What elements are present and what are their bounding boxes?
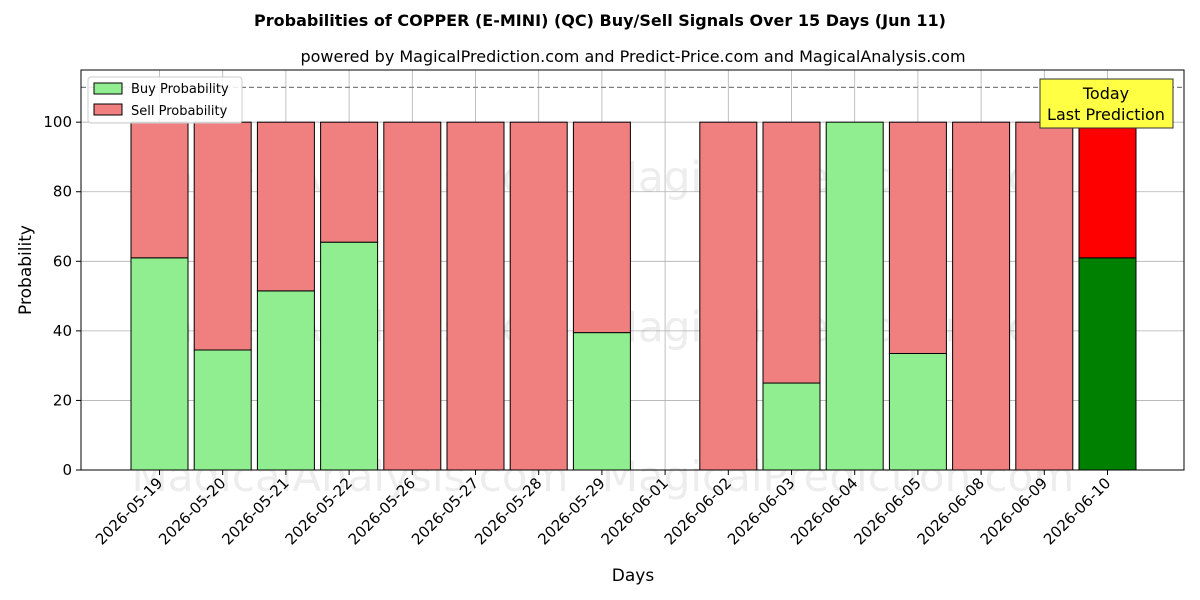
bar-sell — [446, 121, 505, 471]
legend: Buy Probability Sell Probability — [87, 76, 243, 124]
chart-subtitle: powered by MagicalPrediction.com and Pre… — [300, 47, 965, 66]
annotation-box — [1039, 78, 1174, 129]
x-tick-label: 2026-05-19 — [92, 474, 166, 548]
y-tick-label: 0 — [62, 461, 72, 479]
bar-sell — [762, 121, 821, 384]
bar-buy — [130, 257, 189, 471]
y-tick-label: 20 — [53, 391, 72, 409]
bar-buy — [320, 241, 379, 471]
bar-buy — [762, 382, 821, 471]
y-tick-label: 40 — [53, 322, 72, 340]
annotation-line-2: Last Prediction — [1047, 105, 1165, 124]
bar-sell — [509, 121, 568, 471]
bar-buy — [888, 352, 947, 471]
bar-sell — [1078, 121, 1137, 259]
legend-swatch-sell — [93, 103, 123, 116]
y-tick-label: 80 — [53, 183, 72, 201]
legend-swatch-buy — [93, 82, 123, 95]
bars — [130, 121, 1137, 471]
chart-title: Probabilities of COPPER (E-MINI) (QC) Bu… — [254, 11, 946, 30]
plot-frame — [80, 69, 1185, 471]
y-tick-label: 60 — [53, 252, 72, 270]
bar-sell — [699, 121, 758, 471]
bar-sell — [1015, 121, 1074, 471]
bar-sell — [383, 121, 442, 471]
bar-buy — [256, 290, 315, 471]
legend-box — [87, 76, 243, 124]
bar-sell — [888, 121, 947, 354]
bar-buy — [825, 121, 884, 471]
y-tick-label: 100 — [43, 113, 72, 131]
bar-buy — [193, 349, 252, 471]
bar-sell — [952, 121, 1011, 471]
x-axis-label: Days — [612, 566, 655, 586]
annotation-line-1: Today — [1082, 84, 1129, 103]
bar-sell — [193, 121, 252, 351]
bar-sell — [320, 121, 379, 243]
y-axis-label: Probability — [16, 225, 36, 315]
bar-buy — [572, 332, 631, 471]
legend-label-buy: Buy Probability — [131, 82, 229, 97]
today-annotation: Today Last Prediction — [1039, 78, 1174, 129]
bar-buy — [1078, 257, 1137, 471]
legend-label-sell: Sell Probability — [131, 104, 228, 119]
bar-sell — [572, 121, 631, 334]
bar-sell — [130, 121, 189, 259]
bar-sell — [256, 121, 315, 292]
